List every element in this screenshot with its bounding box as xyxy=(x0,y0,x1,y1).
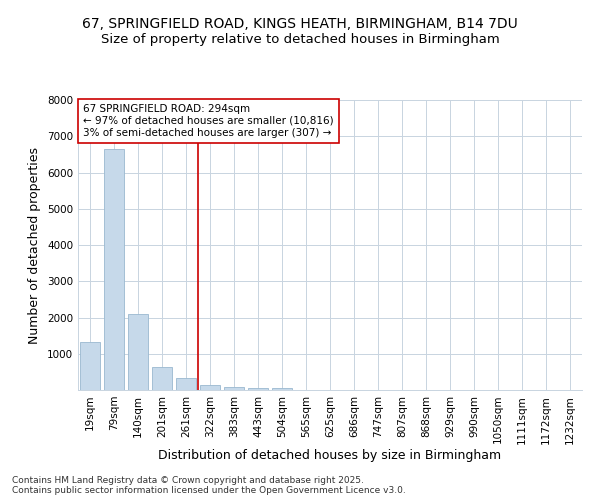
Bar xyxy=(224,386,244,390)
Bar xyxy=(104,148,124,390)
Text: Contains HM Land Registry data © Crown copyright and database right 2025.
Contai: Contains HM Land Registry data © Crown c… xyxy=(12,476,406,495)
Bar xyxy=(128,314,148,390)
Y-axis label: Number of detached properties: Number of detached properties xyxy=(28,146,41,344)
Text: Size of property relative to detached houses in Birmingham: Size of property relative to detached ho… xyxy=(101,32,499,46)
Bar xyxy=(80,342,100,390)
Bar xyxy=(176,378,196,390)
Text: 67, SPRINGFIELD ROAD, KINGS HEATH, BIRMINGHAM, B14 7DU: 67, SPRINGFIELD ROAD, KINGS HEATH, BIRMI… xyxy=(82,18,518,32)
X-axis label: Distribution of detached houses by size in Birmingham: Distribution of detached houses by size … xyxy=(158,449,502,462)
Bar xyxy=(200,384,220,390)
Bar xyxy=(152,367,172,390)
Bar xyxy=(272,388,292,390)
Text: 67 SPRINGFIELD ROAD: 294sqm
← 97% of detached houses are smaller (10,816)
3% of : 67 SPRINGFIELD ROAD: 294sqm ← 97% of det… xyxy=(83,104,334,138)
Bar xyxy=(248,388,268,390)
